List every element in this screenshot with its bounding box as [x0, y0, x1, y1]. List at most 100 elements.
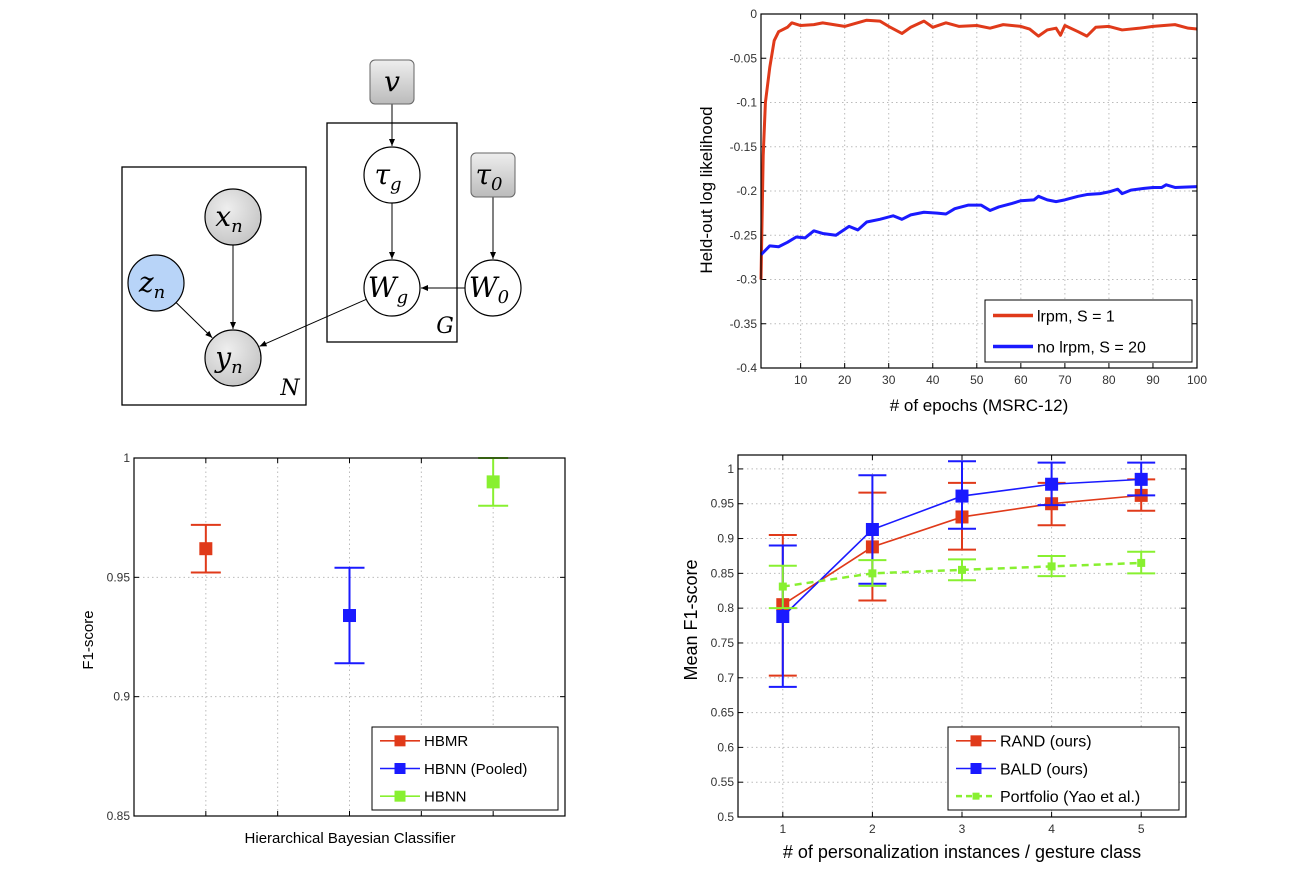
legend-item: HBNN (Pooled) [380, 761, 527, 778]
y-tick-label: 0.85 [711, 566, 735, 580]
edge-z_n-to-y_n [175, 302, 213, 339]
legend: HBMR HBNN (Pooled) HBNN [371, 726, 559, 811]
y-tick-label: 0.65 [711, 706, 735, 720]
series-hbmr [190, 523, 221, 574]
data-point [199, 542, 213, 556]
node-x_n: xn [204, 188, 262, 246]
node-z_n: zn [127, 254, 185, 312]
x-tick-label: 50 [970, 373, 984, 387]
node-label-subscript: 0 [491, 174, 502, 195]
x-axis-label: # of epochs (MSRC-12) [890, 396, 1069, 415]
x-tick-label: 90 [1146, 373, 1160, 387]
legend-box [984, 299, 1193, 363]
legend-marker [394, 735, 406, 747]
node-label-base: y [213, 341, 232, 374]
series-line [759, 183, 1198, 256]
data-point [1045, 477, 1059, 491]
legend-label: no lrpm, S = 20 [1037, 339, 1146, 356]
legend-marker [972, 792, 980, 800]
y-tick-label: 0.7 [717, 671, 734, 685]
node-v: v [369, 59, 415, 105]
data-point [1047, 562, 1056, 571]
x-tick-label: 40 [926, 373, 940, 387]
y-axis-label: F1-score [80, 610, 97, 669]
node-label-base: W [469, 271, 500, 304]
node-label-base: τ [476, 158, 492, 191]
x-tick-label: 80 [1102, 373, 1116, 387]
y-tick-label: -0.1 [736, 96, 757, 110]
series-no-lrpm-s-20 [759, 183, 1198, 256]
node-label: v [384, 65, 400, 98]
legend-label: lrpm, S = 1 [1037, 308, 1115, 325]
y-tick-label: -0.05 [730, 51, 758, 65]
legend-label: BALD (ours) [1000, 761, 1088, 778]
chart-mean-f1-score: 0.5 0.55 0.6 0.65 0.7 0.75 0.8 0.85 0.9 0.95 1 1 2 3 4… [681, 454, 1187, 862]
legend-marker [970, 763, 982, 774]
node-label: τg [374, 158, 401, 195]
x-tick-label: 100 [1187, 373, 1207, 387]
y-axis-label: Mean F1-score [681, 559, 701, 680]
x-tick-label: 2 [869, 822, 876, 836]
y-tick-label: -0.35 [730, 317, 758, 331]
node-label: Wg [368, 271, 408, 308]
legend-marker [394, 790, 406, 802]
data-point [955, 489, 969, 503]
legend-marker [394, 763, 406, 774]
y-tick-label: 0.9 [113, 690, 130, 704]
y-tick-label: 0.85 [107, 809, 131, 823]
legend-item: RAND (ours) [956, 734, 1092, 751]
node-circle [204, 329, 262, 387]
node-box [470, 152, 516, 198]
series-line [759, 18, 1198, 280]
y-tick-label: 0 [750, 7, 757, 21]
x-axis-label: # of personalization instances / gesture… [783, 842, 1141, 862]
data-point [776, 610, 790, 624]
data-point [865, 522, 879, 536]
y-tick-label: 0.75 [711, 636, 735, 650]
chart-f1-score-classifier: 0.85 0.9 0.95 1 F1-score Hierarchical Bayesia… [80, 451, 566, 847]
plate-N [121, 166, 307, 406]
series-lrpm-s-1 [759, 18, 1198, 280]
data-point [343, 609, 356, 623]
chart-held-out-log-likelihood: -0.4 -0.35 -0.3 -0.25 -0.2 -0.15 -0.1 -0.05 0 10 2… [697, 7, 1207, 415]
x-tick-label: 4 [1048, 822, 1055, 836]
node-y_n: yn [204, 329, 262, 387]
y-tick-label: 0.55 [711, 775, 735, 789]
legend-marker [970, 735, 982, 747]
y-axis-label: Held-out log likelihood [697, 106, 716, 273]
node-W_0: W0 [464, 259, 522, 317]
node-label-base: v [384, 65, 400, 98]
node-circle [127, 254, 185, 312]
y-tick-label: 0.9 [717, 532, 734, 546]
edge-W_g-to-y_n [259, 298, 367, 347]
y-tick-label: 0.95 [107, 570, 131, 584]
node-label-subscript: n [231, 216, 243, 237]
node-label-base: W [368, 271, 399, 304]
x-tick-label: 10 [794, 373, 808, 387]
node-circle [363, 259, 421, 317]
data-point [1137, 558, 1146, 567]
node-label-subscript: g [390, 174, 402, 195]
y-tick-label: 0.6 [717, 740, 734, 754]
legend-label: HBNN (Pooled) [424, 761, 527, 778]
x-axis-label: Hierarchical Bayesian Classifier [245, 830, 456, 847]
y-tick-label: 0.5 [717, 810, 734, 824]
plate-label: G [436, 314, 454, 339]
legend-item: lrpm, S = 1 [993, 308, 1115, 325]
y-tick-label: -0.4 [736, 361, 757, 375]
x-tick-label: 20 [838, 373, 852, 387]
x-tick-label: 5 [1138, 822, 1145, 836]
data-point [486, 475, 500, 489]
node-label: xn [215, 200, 242, 237]
legend-item: HBNN [380, 789, 467, 806]
legend-label: HBMR [424, 733, 468, 750]
y-tick-label: 0.95 [711, 497, 735, 511]
node-circle [363, 146, 421, 204]
x-tick-label: 3 [959, 822, 966, 836]
node-label-subscript: n [154, 282, 166, 303]
node-label: W0 [469, 271, 509, 308]
node-tau_g: τg [363, 146, 421, 204]
data-point [958, 565, 966, 574]
